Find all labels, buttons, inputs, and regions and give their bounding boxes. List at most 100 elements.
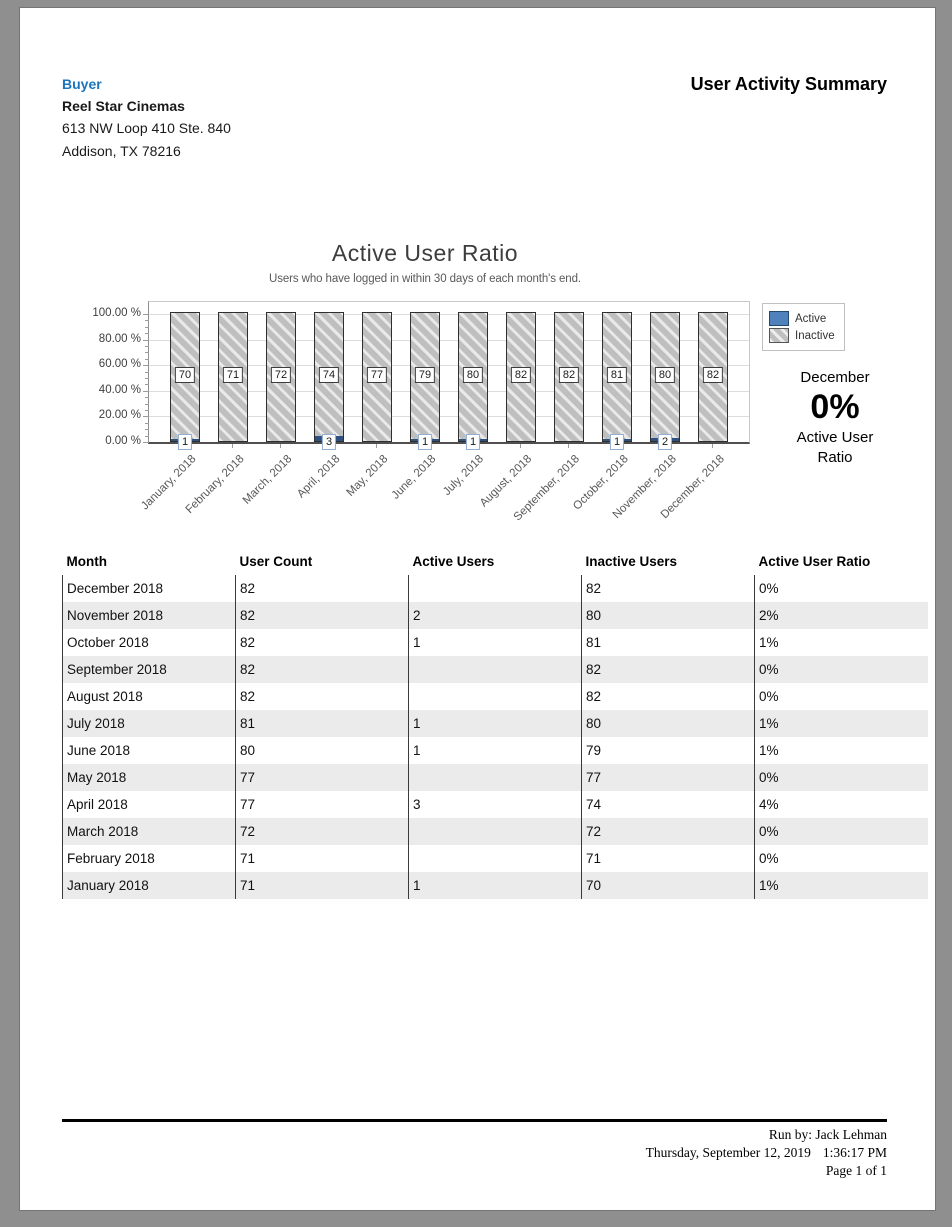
chart-title: Active User Ratio <box>331 240 519 266</box>
table-cell: 4% <box>754 791 928 818</box>
footer-page-number: Page 1 of 1 <box>825 1163 887 1178</box>
y-axis-tick-label: 80.00 % <box>98 332 141 345</box>
table-row: July 2018 81 1 80 1% <box>62 710 928 737</box>
table-cell: 1 <box>408 737 582 764</box>
table-cell: February 2018 <box>62 845 236 872</box>
inactive-count-label: 77 <box>366 367 388 383</box>
y-axis-tick-label: 0.00 % <box>105 435 141 447</box>
table-cell: 79 <box>581 737 755 764</box>
y-axis-tick <box>143 314 149 315</box>
buyer-block: Buyer Reel Star Cinemas 613 NW Loop 410 … <box>62 74 231 163</box>
legend-label: Inactive <box>795 329 835 342</box>
table-cell: 71 <box>581 845 755 872</box>
table-cell: 0% <box>754 818 928 845</box>
table-cell: 1% <box>754 872 928 899</box>
column-header: Month <box>66 554 107 569</box>
table-header-row: Month User Count Active Users Inactive User… <box>63 550 928 575</box>
table-cell <box>408 656 582 683</box>
gridline <box>149 314 749 315</box>
y-axis-tick <box>143 442 149 443</box>
table-cell: March 2018 <box>62 818 236 845</box>
inactive-count-label: 74 <box>318 367 340 383</box>
x-axis-tick <box>232 444 233 448</box>
table-cell: 80 <box>581 710 755 737</box>
table-cell: 82 <box>235 683 409 710</box>
footer-run-by: Run by: Jack Lehman <box>768 1127 887 1142</box>
table-cell: 77 <box>235 764 409 791</box>
gridline <box>149 339 749 341</box>
table-cell: 82 <box>581 683 755 710</box>
inactive-count-label: 82 <box>702 367 724 383</box>
table-cell: November 2018 <box>62 602 236 629</box>
table-row: March 2018 72 72 0% <box>62 818 928 845</box>
table-cell: 72 <box>235 818 409 845</box>
report-page: Buyer Reel Star Cinemas 613 NW Loop 410 … <box>20 8 935 1210</box>
y-axis-tick-label: 100.00 % <box>92 307 141 319</box>
table-row: June 2018 80 1 79 1% <box>62 737 928 764</box>
plot-area: 100.00 % 80.00 % 60.00 % 40.00 % 20.00 % 0.00… <box>92 301 750 523</box>
y-axis-tick <box>145 384 149 386</box>
table-cell: 1% <box>754 629 928 656</box>
inactive-count-label: 80 <box>654 367 676 383</box>
buyer-address-line1: 613 NW Loop 410 Ste. 840 <box>62 120 231 136</box>
y-axis-tick <box>143 416 149 418</box>
page-title: User Activity Summary <box>690 74 887 94</box>
y-axis-tick <box>143 339 149 341</box>
table-cell <box>408 575 582 602</box>
table-cell: 0% <box>754 656 928 683</box>
chart-area: Active User Ratio Users who have logged … <box>75 236 775 523</box>
buyer-address-line2: Addison, TX 78216 <box>62 143 181 159</box>
table-cell: 2 <box>408 602 582 629</box>
table-cell: December 2018 <box>62 575 236 602</box>
stacked-bar: 82 <box>554 312 584 442</box>
table-cell: 72 <box>581 818 755 845</box>
stacked-bar: 77 <box>362 312 392 442</box>
table-cell: July 2018 <box>62 710 236 737</box>
buyer-label: Buyer <box>62 76 102 92</box>
y-axis-tick <box>145 371 149 373</box>
table-row: February 2018 71 71 0% <box>62 845 928 872</box>
y-axis-tick <box>143 365 149 367</box>
footer: Run by: Jack Lehman Thursday, September … <box>646 1126 887 1180</box>
summary-month: December <box>800 369 870 386</box>
stacked-bar: 82 <box>698 312 728 442</box>
table-cell: 0% <box>754 845 928 872</box>
legend-item: Inactive <box>769 328 835 343</box>
active-count-label: 1 <box>465 434 481 450</box>
table-cell: August 2018 <box>62 683 236 710</box>
x-axis-category-label: March, 2018 <box>240 453 295 507</box>
table-cell: June 2018 <box>62 737 236 764</box>
y-axis-tick <box>145 397 149 399</box>
stacked-bar: 82 <box>506 312 536 442</box>
stacked-bar: 72 <box>266 312 296 442</box>
y-axis-tick <box>145 326 149 328</box>
y-axis-tick <box>145 346 149 347</box>
chart-subtitle: Users who have logged in within 30 days … <box>269 273 581 285</box>
table-cell: 71 <box>235 845 409 872</box>
table-cell: 82 <box>235 602 409 629</box>
column-header: Inactive Users <box>585 554 678 569</box>
y-axis-tick <box>143 390 149 392</box>
inactive-count-label: 80 <box>462 367 484 383</box>
table-cell: 1 <box>408 872 582 899</box>
stacked-bar: 81 1 <box>602 312 632 450</box>
table-cell: 81 <box>581 629 755 656</box>
gridline <box>149 365 749 367</box>
active-count-label: 2 <box>657 434 673 450</box>
inactive-count-label: 81 <box>606 367 628 383</box>
column-header: Active User Ratio <box>758 554 871 569</box>
chart-legend: Active Inactive <box>762 303 845 351</box>
table-cell: September 2018 <box>62 656 236 683</box>
inactive-count-label: 72 <box>270 367 292 383</box>
table-row: September 2018 82 82 0% <box>62 656 928 683</box>
table-cell: 71 <box>235 872 409 899</box>
table-cell <box>408 845 582 872</box>
x-axis-category-label: July, 2018 <box>441 453 487 498</box>
legend-item: Active <box>769 311 835 326</box>
table-cell: January 2018 <box>62 872 236 899</box>
legend-label: Active <box>795 312 827 325</box>
table-row: August 2018 82 82 0% <box>62 683 928 710</box>
table-cell: 80 <box>235 737 409 764</box>
table-cell: 1 <box>408 710 582 737</box>
